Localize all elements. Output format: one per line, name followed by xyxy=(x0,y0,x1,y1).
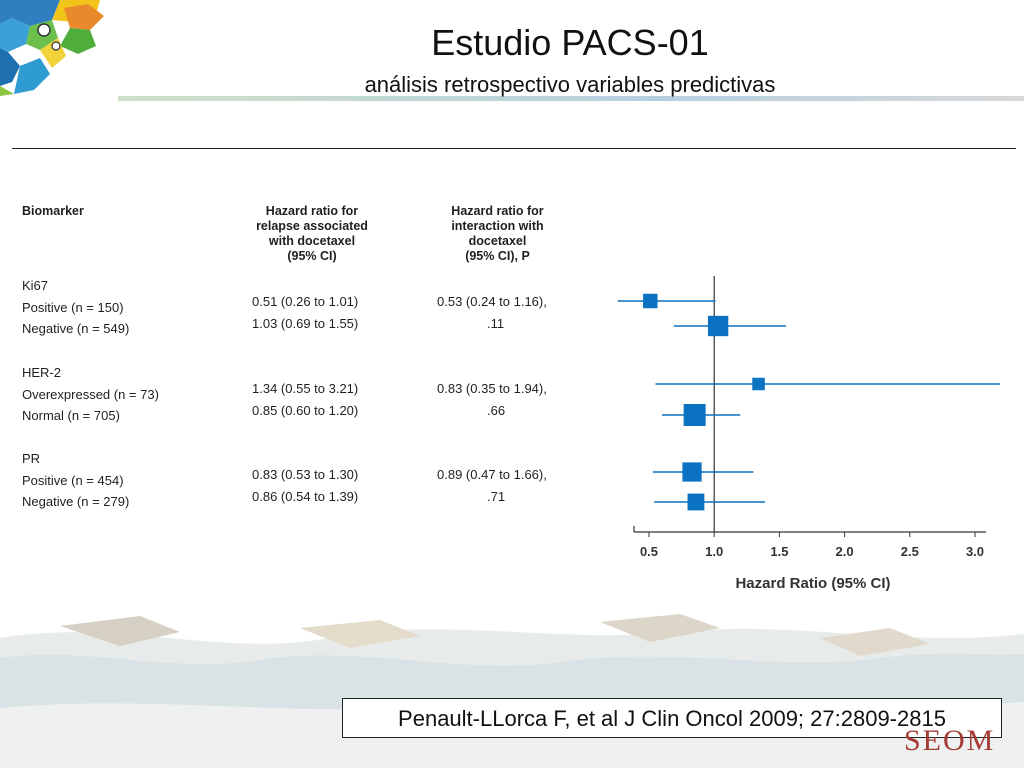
x-tick-label: 2.0 xyxy=(836,544,854,559)
hr-marker xyxy=(682,462,702,482)
header-hr-relapse-line: with docetaxel xyxy=(268,234,356,248)
title-underline xyxy=(118,96,1024,101)
row-p-value: .66 xyxy=(487,403,506,418)
hr-marker xyxy=(687,493,705,511)
hr-marker xyxy=(752,377,765,391)
group-label-ki67: Ki67 xyxy=(22,278,49,293)
header-hr-relapse-line: Hazard ratio for xyxy=(265,204,359,218)
row-label: Positive (n = 454) xyxy=(22,473,124,488)
mosaic-logo xyxy=(0,0,118,96)
group-label-her2: HER-2 xyxy=(22,365,62,380)
x-tick-label: 2.5 xyxy=(901,544,919,559)
row-hr-value: 1.03 (0.69 to 1.55) xyxy=(252,316,359,331)
row-label: Negative (n = 279) xyxy=(22,494,130,509)
row-hr-value: 0.86 (0.54 to 1.39) xyxy=(252,489,359,504)
row-interaction-value: 0.83 (0.35 to 1.94), xyxy=(437,381,547,396)
header-hr-relapse-line: relapse associated xyxy=(256,219,368,233)
row-hr-value: 1.34 (0.55 to 3.21) xyxy=(252,381,359,396)
header-hr-interaction-line: (95% CI), P xyxy=(465,249,530,263)
slide-title: Estudio PACS-01 xyxy=(431,22,709,63)
row-label: Positive (n = 150) xyxy=(22,300,124,315)
row-p-value: .71 xyxy=(487,489,506,504)
citation-box: Penault-LLorca F, et al J Clin Oncol 200… xyxy=(342,698,1002,738)
row-label: Overexpressed (n = 73) xyxy=(22,387,159,402)
header-hr-relapse: Hazard ratio for relapse associated with… xyxy=(232,204,392,264)
x-tick-label: 1.5 xyxy=(770,544,788,559)
slide-subtitle: análisis retrospectivo variables predict… xyxy=(364,72,776,97)
row-hr-value: 0.85 (0.60 to 1.20) xyxy=(252,403,359,418)
x-tick-label: 1.0 xyxy=(705,544,723,559)
row-label: Negative (n = 549) xyxy=(22,321,130,336)
x-tick-label: 3.0 xyxy=(966,544,984,559)
brand-logo: SEOM xyxy=(904,724,996,757)
header-hr-interaction-line: interaction with xyxy=(451,219,544,233)
row-hr-value: 0.51 (0.26 to 1.01) xyxy=(252,294,359,309)
header-hr-relapse-line: (95% CI) xyxy=(287,249,337,263)
header-hr-interaction-line: docetaxel xyxy=(468,234,527,248)
row-interaction-value: 0.53 (0.24 to 1.16), xyxy=(437,294,547,309)
hr-marker xyxy=(707,315,729,337)
row-label: Normal (n = 705) xyxy=(22,408,120,423)
hr-marker xyxy=(643,293,658,309)
row-hr-value: 0.83 (0.53 to 1.30) xyxy=(252,467,359,482)
header-hr-interaction: Hazard ratio for interaction with doceta… xyxy=(420,204,575,264)
hr-marker xyxy=(683,404,706,426)
x-axis-label: Hazard Ratio (95% CI) xyxy=(735,575,890,592)
content-divider xyxy=(12,148,1016,149)
header-hr-interaction-line: Hazard ratio for xyxy=(451,204,544,218)
row-p-value: .11 xyxy=(487,316,505,331)
header-biomarker: Biomarker xyxy=(22,204,84,218)
x-tick-label: 0.5 xyxy=(640,544,658,559)
row-interaction-value: 0.89 (0.47 to 1.66), xyxy=(437,467,547,482)
footer-mosaic xyxy=(0,614,1024,768)
group-label-pr: PR xyxy=(22,451,41,466)
